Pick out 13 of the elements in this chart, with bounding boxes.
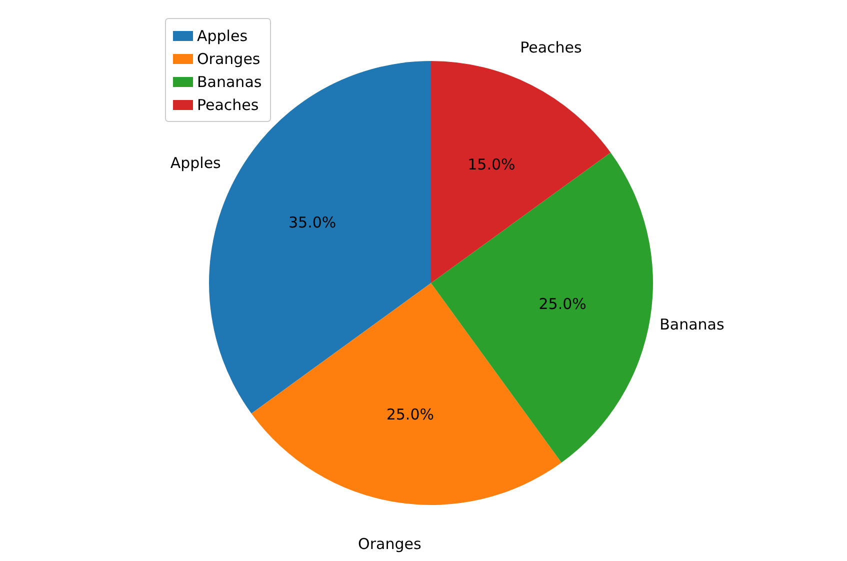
slice-label: Apples [170, 154, 222, 172]
slice-label: Peaches [520, 38, 582, 57]
data-label: 15.0% [468, 155, 516, 174]
legend-label: Oranges [197, 50, 260, 68]
legend-label: Bananas [197, 73, 262, 91]
legend-label: Peaches [197, 96, 259, 114]
data-label: 25.0% [538, 294, 586, 313]
legend-label: Apples [197, 27, 248, 45]
slice-label: Oranges [358, 534, 422, 553]
slice-label: Bananas [660, 315, 724, 334]
data-label: 25.0% [386, 406, 434, 424]
pie-slice [431, 61, 611, 283]
data-label: 35.0% [288, 214, 336, 232]
